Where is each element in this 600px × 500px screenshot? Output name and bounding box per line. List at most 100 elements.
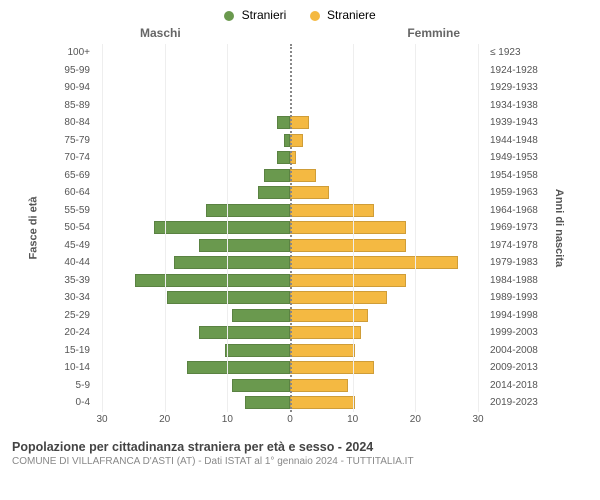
chart-rows: 100+ ≤ 1923 95-99 1924-1928 90-94 1929-1933 85… [58,44,542,412]
pyramid-row: 25-29 1994-1998 [58,307,542,325]
bar-male [245,396,290,409]
bar-male [225,344,290,357]
x-tick: 20 [159,414,170,425]
title-male: Maschi [140,26,181,40]
age-label: 45-49 [58,240,96,251]
bar-female [290,379,348,392]
birth-year-label: 1939-1943 [484,117,542,128]
bar-male [167,291,290,304]
pyramid-row: 50-541969-1973 [58,219,542,237]
age-label: 5-9 [58,380,96,391]
pyramid-row: 85-891934-1938 [58,97,542,115]
birth-year-label: 1924-1928 [484,65,542,76]
title-female: Femmine [407,26,460,40]
pyramid-row: 10-14 2009-2013 [58,359,542,377]
age-label: 20-24 [58,327,96,338]
legend-female: Straniere [310,8,376,22]
x-axis-left: 3020100 [102,414,290,432]
legend-dot-female [310,11,320,21]
pyramid-row: 80-84 1939-1943 [58,114,542,132]
birth-year-label: 1974-1978 [484,240,542,251]
pyramid-row: 35-39 1984-1988 [58,272,542,290]
age-label: 30-34 [58,292,96,303]
bar-male [174,256,290,269]
birth-year-label: 1984-1988 [484,275,542,286]
chart-title: Popolazione per cittadinanza straniera p… [12,440,588,454]
age-label: 15-19 [58,345,96,356]
grid-line [415,44,416,412]
x-axis: 3020100 102030 [0,414,600,432]
y-axis-label-right: Anni di nascita [553,189,565,267]
pyramid-row: 75-79 1944-1948 [58,132,542,150]
bar-male [154,221,290,234]
pyramid-chart: Fasce di età Anni di nascita 100+≤ 19239… [0,44,600,412]
age-label: 90-94 [58,82,96,93]
legend-female-label: Straniere [327,8,376,22]
age-label: 70-74 [58,152,96,163]
birth-year-label: 1959-1963 [484,187,542,198]
age-label: 85-89 [58,100,96,111]
birth-year-label: 2019-2023 [484,397,542,408]
chart-subtitle: COMUNE DI VILLAFRANCA D'ASTI (AT) - Dati… [12,456,588,467]
birth-year-label: 1944-1948 [484,135,542,146]
center-line [290,44,292,412]
birth-year-label: 1964-1968 [484,205,542,216]
birth-year-label: 2014-2018 [484,380,542,391]
age-label: 65-69 [58,170,96,181]
age-label: 10-14 [58,362,96,373]
birth-year-label: 1954-1958 [484,170,542,181]
bar-male [135,274,290,287]
age-label: 75-79 [58,135,96,146]
birth-year-label: 1994-1998 [484,310,542,321]
age-label: 80-84 [58,117,96,128]
age-label: 60-64 [58,187,96,198]
legend-dot-male [224,11,234,21]
bar-male [199,239,290,252]
bar-female [290,274,406,287]
bar-female [290,256,458,269]
pyramid-row: 45-49 1974-1978 [58,237,542,255]
bar-male [206,204,290,217]
birth-year-label: 1969-1973 [484,222,542,233]
bar-male [187,361,290,374]
bar-male [277,151,290,164]
birth-year-label: ≤ 1923 [484,47,542,58]
column-titles: Maschi Femmine [0,26,600,44]
grid-line [102,44,103,412]
legend: Stranieri Straniere [0,0,600,26]
pyramid-row: 15-192004-2008 [58,342,542,360]
age-label: 25-29 [58,310,96,321]
age-label: 100+ [58,47,96,58]
birth-year-label: 1929-1933 [484,82,542,93]
pyramid-row: 90-94 1929-1933 [58,79,542,97]
bar-male [232,309,290,322]
pyramid-row: 60-64 1959-1963 [58,184,542,202]
grid-line [227,44,228,412]
legend-male-label: Stranieri [242,8,287,22]
grid-line [353,44,354,412]
bar-male [277,116,290,129]
pyramid-row: 95-99 1924-1928 [58,62,542,80]
x-tick: 10 [222,414,233,425]
age-label: 95-99 [58,65,96,76]
pyramid-row: 65-69 1954-1958 [58,167,542,185]
bar-female [290,396,355,409]
grid-line [165,44,166,412]
bar-female [290,221,406,234]
x-tick: 10 [347,414,358,425]
pyramid-row: 20-241999-2003 [58,324,542,342]
pyramid-row: 70-741949-1953 [58,149,542,167]
birth-year-label: 2009-2013 [484,362,542,373]
x-tick: 30 [96,414,107,425]
bar-male [264,169,290,182]
bar-female [290,186,329,199]
birth-year-label: 1979-1983 [484,257,542,268]
age-label: 0-4 [58,397,96,408]
bar-female [290,291,387,304]
x-tick: 20 [410,414,421,425]
age-label: 35-39 [58,275,96,286]
legend-male: Stranieri [224,8,286,22]
x-tick: 30 [472,414,483,425]
pyramid-row: 55-591964-1968 [58,202,542,220]
grid-line [478,44,479,412]
